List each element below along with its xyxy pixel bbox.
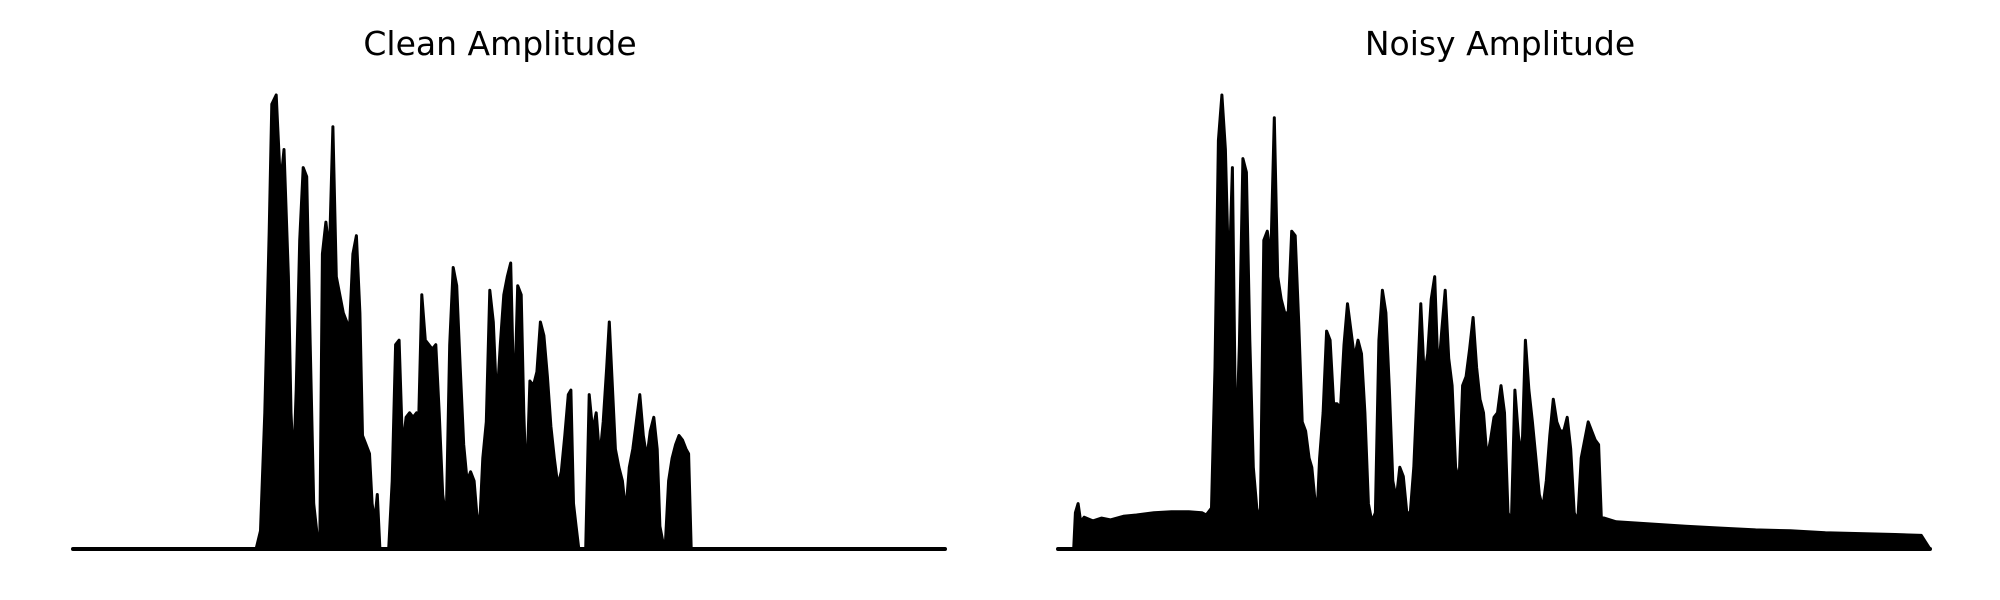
clean-amplitude-plot <box>71 93 947 551</box>
chart-title: Clean Amplitude <box>363 24 637 63</box>
amplitude-area <box>1056 93 1932 551</box>
noisy-amplitude-plot <box>1056 93 1932 551</box>
chart-title: Noisy Amplitude <box>1364 24 1636 63</box>
amplitude-area <box>71 93 947 551</box>
noisy-amplitude-panel: Noisy Amplitude <box>1000 0 2000 600</box>
clean-amplitude-panel: Clean Amplitude <box>71 24 947 551</box>
